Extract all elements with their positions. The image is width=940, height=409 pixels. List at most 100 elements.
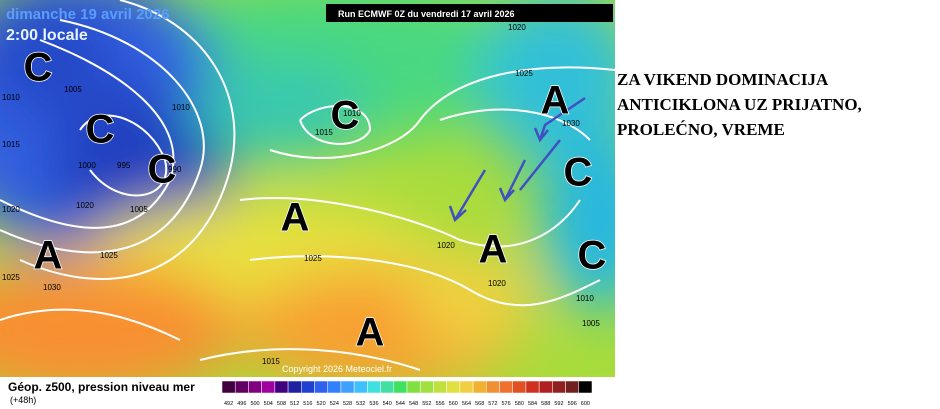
pressure-center: A bbox=[356, 311, 385, 355]
colorbar-cell bbox=[433, 380, 447, 394]
isobar-label: 1010 bbox=[343, 109, 361, 118]
isobar-label: 1005 bbox=[582, 319, 600, 328]
colorbar-cell bbox=[380, 380, 395, 394]
copyright: Copyright 2026 Meteociel.fr bbox=[282, 364, 392, 374]
colorbar-cell bbox=[340, 380, 355, 394]
isobars bbox=[0, 0, 615, 371]
pressure-center: C bbox=[578, 234, 607, 278]
colorbar-cell bbox=[222, 380, 236, 394]
isobar-label: 1025 bbox=[2, 273, 20, 282]
colorbar-label: 560 bbox=[449, 401, 458, 407]
isobar-label: 1015 bbox=[262, 357, 280, 366]
time-text: 2:00 locale bbox=[6, 27, 88, 44]
isobar-label: 995 bbox=[117, 161, 131, 170]
date-text: dimanche 19 avril 2026 bbox=[6, 6, 169, 23]
isobar-label: 1010 bbox=[2, 93, 20, 102]
isobar-label: 1020 bbox=[508, 23, 526, 32]
colorbar-label: 544 bbox=[396, 401, 405, 407]
arrows bbox=[448, 96, 586, 223]
colorbar-cell bbox=[578, 380, 593, 394]
legend-subtitle: (+48h) bbox=[10, 395, 37, 405]
colorbar-cell bbox=[327, 380, 342, 394]
isobar-label: 1020 bbox=[488, 279, 506, 288]
colorbar-label: 512 bbox=[290, 401, 299, 407]
colorbar-label: 576 bbox=[502, 401, 511, 407]
colorbar-label: 564 bbox=[462, 401, 471, 407]
pressure-center: A bbox=[541, 79, 570, 123]
isobar-label: 1015 bbox=[2, 140, 20, 149]
isobar-label: 1020 bbox=[76, 201, 94, 210]
colorbar: 492 496 500 504 508 512 516 520 524 528 532 536 540 5… bbox=[222, 380, 593, 407]
colorbar-cell bbox=[301, 380, 315, 394]
pressure-center: C bbox=[86, 108, 115, 152]
isobar-label: 1030 bbox=[43, 283, 61, 292]
colorbar-label: 588 bbox=[541, 401, 550, 407]
colorbar-label: 580 bbox=[515, 401, 524, 407]
isobar-label: 1015 bbox=[315, 128, 333, 137]
isobar-label: 990 bbox=[168, 165, 182, 174]
pressure-center: C bbox=[24, 46, 53, 90]
colorbar-label: 524 bbox=[330, 401, 339, 407]
annotation-line: ZA VIKEND DOMINACIJA bbox=[617, 70, 829, 89]
isobar-label: 1005 bbox=[130, 205, 148, 214]
isobar-label: 1000 bbox=[78, 161, 96, 170]
colorbar-label: 500 bbox=[250, 401, 259, 407]
pressure-center: A bbox=[34, 234, 63, 278]
isobar-label: 1025 bbox=[304, 254, 322, 263]
colorbar-label: 528 bbox=[343, 401, 352, 407]
annotation-line: PROLEĆNO, VREME bbox=[617, 120, 785, 139]
colorbar-cell bbox=[419, 380, 434, 394]
legend-title: Géop. z500, pression niveau mer bbox=[8, 380, 195, 394]
pressure-center: C bbox=[564, 151, 593, 195]
colorbar-label: 532 bbox=[356, 401, 365, 407]
pressure-center: A bbox=[281, 196, 310, 240]
colorbar-cell bbox=[393, 380, 408, 394]
colorbar-cell bbox=[287, 380, 302, 394]
colorbar-cell bbox=[499, 380, 513, 394]
colorbar-label: 584 bbox=[528, 401, 537, 407]
colorbar-label: 492 bbox=[224, 401, 233, 407]
colorbar-label: 496 bbox=[237, 401, 246, 407]
colorbar-cell bbox=[446, 380, 461, 394]
colorbar-label: 572 bbox=[488, 401, 497, 407]
isobar-label: 1020 bbox=[437, 241, 455, 250]
isobar-label: 1010 bbox=[172, 103, 190, 112]
colorbar-cell bbox=[261, 380, 276, 394]
colorbar-label: 568 bbox=[475, 401, 484, 407]
colorbar-cell bbox=[367, 380, 381, 394]
isobar-label: 1025 bbox=[100, 251, 118, 260]
colorbar-label: 536 bbox=[369, 401, 378, 407]
run-text: Run ECMWF 0Z du vendredi 17 avril 2026 bbox=[338, 9, 515, 19]
pressure-center: C bbox=[331, 94, 360, 138]
colorbar-cell bbox=[565, 380, 580, 394]
colorbar-label: 508 bbox=[277, 401, 286, 407]
run-box bbox=[326, 4, 613, 22]
isobar-label: 1030 bbox=[562, 119, 580, 128]
colorbar-cell bbox=[234, 380, 249, 394]
annotation-line: ANTICIKLONA UZ PRIJATNO, bbox=[617, 95, 862, 114]
colorbar-label: 520 bbox=[317, 401, 326, 407]
isobar-label: 1025 bbox=[515, 69, 533, 78]
colorbar-cell bbox=[314, 380, 328, 394]
weather-map: Run ECMWF 0Z du vendredi 17 avril 2026 d… bbox=[0, 0, 615, 377]
colorbar-cell bbox=[472, 380, 487, 394]
colorbar-cell bbox=[459, 380, 474, 394]
pressure-center: A bbox=[479, 228, 508, 272]
colorbar-label: 548 bbox=[409, 401, 418, 407]
colorbar-label: 516 bbox=[303, 401, 312, 407]
colorbar-cell bbox=[512, 380, 527, 394]
colorbar-label: 600 bbox=[581, 401, 590, 407]
colorbar-label: 596 bbox=[568, 401, 577, 407]
colorbar-label: 504 bbox=[264, 401, 273, 407]
colorbar-cell bbox=[274, 380, 289, 394]
colorbar-cell bbox=[538, 380, 553, 394]
colorbar-cell bbox=[486, 380, 500, 394]
isobar-label: 1010 bbox=[576, 294, 594, 303]
isobar-label: 1020 bbox=[2, 205, 20, 214]
colorbar-label: 540 bbox=[383, 401, 392, 407]
pressure-center: C bbox=[148, 148, 177, 192]
colorbar-cell bbox=[552, 380, 566, 394]
isobar-label: 1005 bbox=[64, 85, 82, 94]
colorbar-cell bbox=[248, 380, 262, 394]
